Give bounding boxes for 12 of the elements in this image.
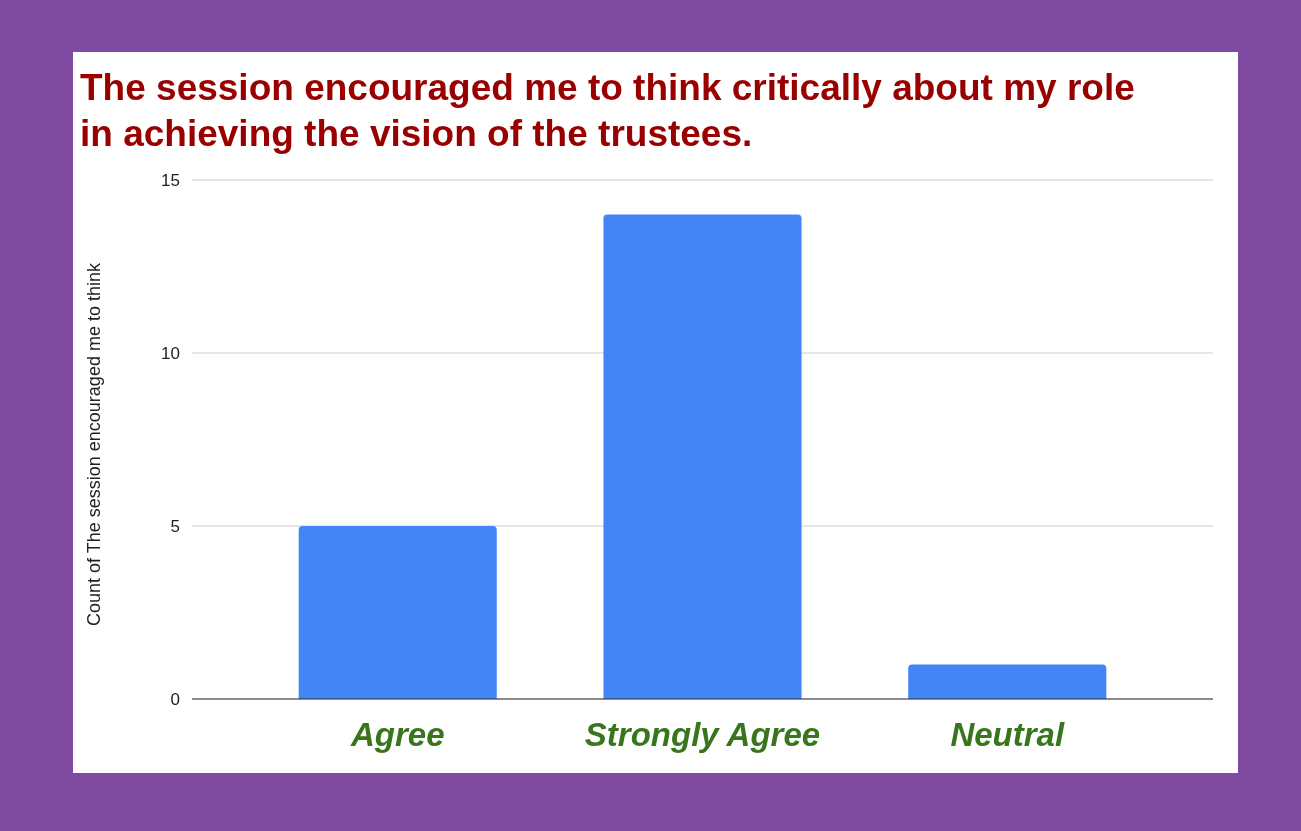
bar [908,664,1107,699]
x-tick-label: Agree [349,716,445,754]
x-tick-label: Strongly Agree [584,716,821,754]
bar [298,526,497,699]
bar [603,214,802,699]
y-tick-label: 10 [161,343,180,363]
y-tick-label: 5 [170,516,180,536]
y-tick-label: 0 [170,689,180,709]
y-tick-label: 15 [161,170,180,190]
x-tick-label: Neutral [950,716,1065,754]
chart-title: The session encouraged me to think critically about my role in achieving the vision of the trustees. [80,67,1135,154]
y-axis-title: Count of The session encouraged me to think [84,262,104,626]
